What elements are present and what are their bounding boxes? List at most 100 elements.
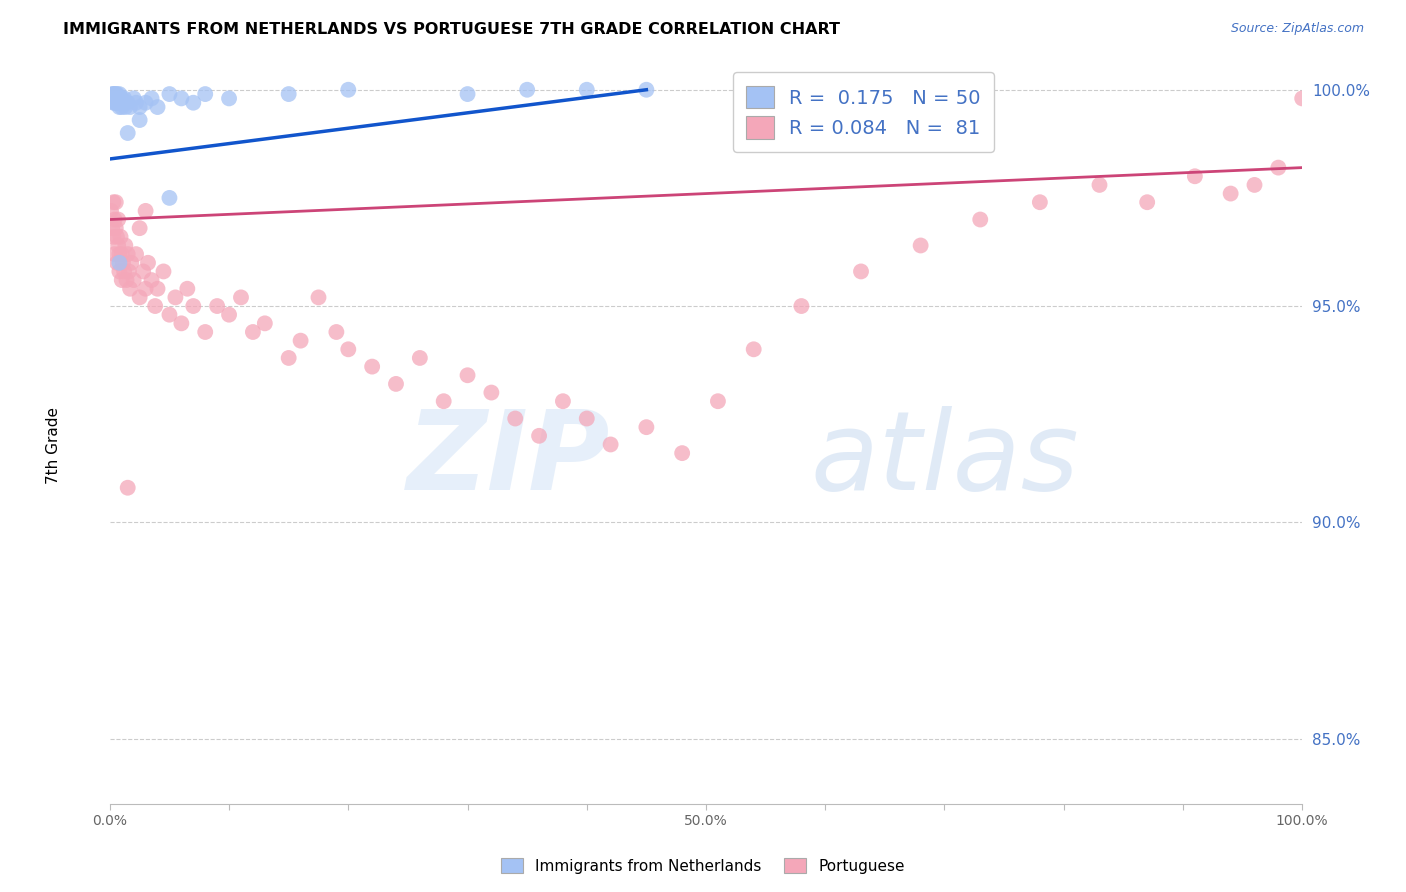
Point [1088,178,1111,192]
Point [122,91,145,105]
Point [111,273,134,287]
Point [194,325,217,339]
Point [105,256,128,270]
Point [242,325,264,339]
Point [205,299,228,313]
Point [707,394,730,409]
Point [325,325,347,339]
Point [111,91,134,105]
Point [111,247,134,261]
Point [128,100,150,114]
Point [575,83,598,97]
Point [111,256,134,270]
Point [253,316,276,330]
Point [165,290,187,304]
Point [159,191,181,205]
Point [117,481,139,495]
Point [457,87,479,101]
Point [790,299,813,313]
Point [1267,161,1289,175]
Point [170,316,193,330]
Point [100,91,122,105]
Point [277,87,299,101]
Point [104,247,127,261]
Point [181,299,204,313]
Point [107,91,129,105]
Point [110,95,132,110]
Point [135,95,157,110]
Point [132,264,155,278]
Point [105,95,128,110]
Point [229,290,252,304]
Point [527,429,550,443]
Point [108,247,131,261]
Point [479,385,502,400]
Point [107,238,129,252]
Point [125,95,148,110]
Point [128,221,150,235]
Point [742,343,765,357]
Point [516,83,538,97]
Point [117,247,139,261]
Point [112,91,135,105]
Point [108,91,131,105]
Point [104,91,127,105]
Point [218,91,240,105]
Point [103,95,125,110]
Point [152,264,174,278]
Point [1291,91,1313,105]
Point [575,411,598,425]
Point [433,394,456,409]
Point [599,437,621,451]
Point [969,212,991,227]
Point [103,91,125,105]
Point [141,273,163,287]
Point [104,95,127,110]
Point [135,282,157,296]
Point [105,230,128,244]
Point [110,230,132,244]
Point [1243,178,1265,192]
Point [1219,186,1241,201]
Point [104,87,127,101]
Point [101,91,124,105]
Point [135,203,157,218]
Point [108,264,131,278]
Point [117,95,139,110]
Point [337,83,360,97]
Point [104,91,127,105]
Point [159,87,181,101]
Point [100,203,122,218]
Text: atlas: atlas [810,406,1078,513]
Point [409,351,432,365]
Legend: R =  0.175   N = 50, R = 0.084   N =  81: R = 0.175 N = 50, R = 0.084 N = 81 [733,72,994,153]
Point [170,91,193,105]
Point [146,282,169,296]
Point [503,411,526,425]
Point [111,95,134,110]
Point [112,264,135,278]
Point [361,359,384,374]
Point [290,334,312,348]
Point [104,212,127,227]
Point [308,290,330,304]
Point [194,87,217,101]
Point [114,100,136,114]
Point [108,87,131,101]
Text: IMMIGRANTS FROM NETHERLANDS VS PORTUGUESE 7TH GRADE CORRELATION CHART: IMMIGRANTS FROM NETHERLANDS VS PORTUGUES… [63,22,841,37]
Point [159,308,181,322]
Point [103,230,125,244]
Point [337,343,360,357]
Point [122,273,145,287]
Point [146,100,169,114]
Text: ZIP: ZIP [408,406,610,513]
Point [118,264,141,278]
Point [636,420,658,434]
Point [107,95,129,110]
Point [107,212,129,227]
Point [108,100,131,114]
Point [125,247,148,261]
Point [385,376,408,391]
Point [105,91,128,105]
Point [110,91,132,105]
